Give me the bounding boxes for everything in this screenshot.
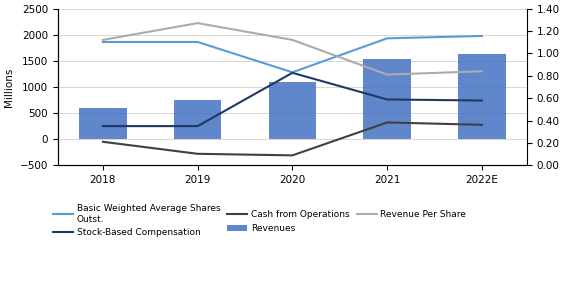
Basic Weighted Average Shares
Outst.	[478, 34, 485, 38]
Cash from Operations	[194, 152, 201, 156]
Stock-Based Compensation	[194, 124, 201, 128]
Basic Weighted Average Shares
Outst.	[100, 40, 107, 44]
Bar	[269, 82, 316, 139]
Stock-Based Compensation	[100, 124, 107, 128]
Revenue Per Share	[384, 73, 391, 76]
Bar	[458, 54, 505, 139]
Revenue Per Share	[289, 38, 296, 42]
Stock-Based Compensation	[478, 99, 485, 102]
Line: Cash from Operations: Cash from Operations	[103, 123, 482, 155]
Bar	[364, 59, 411, 139]
Line: Stock-Based Compensation: Stock-Based Compensation	[103, 73, 482, 126]
Basic Weighted Average Shares
Outst.	[384, 37, 391, 40]
Cash from Operations	[289, 154, 296, 157]
Revenue Per Share	[194, 21, 201, 25]
Bar	[79, 108, 127, 139]
Stock-Based Compensation	[289, 71, 296, 74]
Cash from Operations	[100, 140, 107, 144]
Stock-Based Compensation	[384, 98, 391, 101]
Basic Weighted Average Shares
Outst.	[194, 40, 201, 44]
Line: Revenue Per Share: Revenue Per Share	[103, 23, 482, 75]
Y-axis label: Millions: Millions	[4, 67, 14, 107]
Cash from Operations	[478, 123, 485, 127]
Legend: Basic Weighted Average Shares
Outst., Stock-Based Compensation, Cash from Operat: Basic Weighted Average Shares Outst., St…	[53, 204, 466, 237]
Bar	[174, 100, 221, 139]
Line: Basic Weighted Average Shares
Outst.: Basic Weighted Average Shares Outst.	[103, 36, 482, 72]
Revenue Per Share	[478, 70, 485, 73]
Basic Weighted Average Shares
Outst.	[289, 71, 296, 74]
Cash from Operations	[384, 121, 391, 124]
Revenue Per Share	[100, 38, 107, 42]
